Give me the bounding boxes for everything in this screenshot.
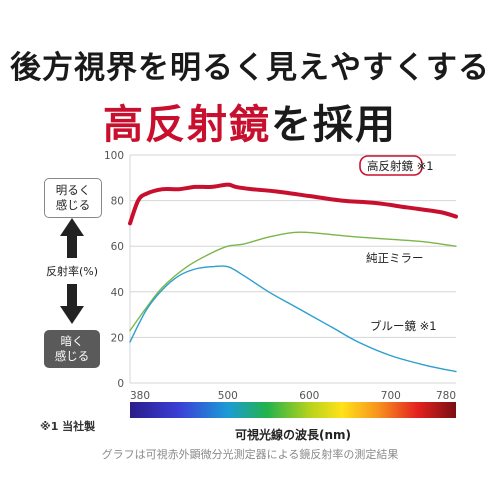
- y-tick-label: 40: [111, 287, 124, 299]
- y-tick-label: 100: [104, 150, 124, 162]
- dark-label-box: 暗く 感じる: [44, 330, 100, 368]
- y-tick-label: 60: [111, 241, 124, 253]
- up-arrow-icon: [60, 218, 84, 258]
- x-tick-label: 600: [299, 390, 319, 402]
- y-tick-label: 80: [111, 196, 124, 208]
- x-tick-label: 700: [381, 390, 401, 402]
- x-axis-title: 可視光線の波長(nm): [234, 428, 352, 442]
- series-line-0: [128, 182, 458, 226]
- series-line-2: [129, 265, 457, 373]
- series-label-genuine: 純正ミラー: [366, 251, 424, 265]
- spectrum-bar: [130, 402, 456, 418]
- footnote: ※1 当社製: [40, 420, 96, 433]
- y-tick-label: 0: [117, 378, 124, 390]
- x-tick-label: 780: [436, 390, 456, 402]
- headline-line-2: 高反射鏡を採用: [0, 92, 500, 150]
- grid-layer: [129, 154, 456, 384]
- series-layer: [128, 182, 458, 373]
- highlight-label-frame: [359, 155, 423, 176]
- bright-label-box: 明るく 感じる: [44, 178, 102, 218]
- x-tick-label: 380: [130, 390, 150, 402]
- reflectance-axis-label: 反射率(%): [45, 265, 99, 278]
- series-line-1: [129, 231, 457, 332]
- headline-line-1: 後方視界を明るく見えやすくする: [10, 50, 490, 86]
- down-arrow-icon: [60, 284, 84, 324]
- headline-suffix: を採用: [271, 102, 397, 148]
- series-label-blue: ブルー鏡 ※1: [370, 319, 437, 333]
- y-tick-layer: 0 20 40 60 80 100: [104, 150, 124, 390]
- measurement-caption: グラフは可視赤外顕微分光測定器による鏡反射率の測定結果: [101, 448, 399, 461]
- series-label-high-reflect: 高反射鏡 ※1: [367, 159, 434, 173]
- x-tick-label: 500: [218, 390, 238, 402]
- y-tick-label: 20: [111, 332, 124, 344]
- x-tick-layer: 380 500 600 700 780: [130, 390, 456, 402]
- headline-highlight: 高反射鏡: [103, 102, 271, 148]
